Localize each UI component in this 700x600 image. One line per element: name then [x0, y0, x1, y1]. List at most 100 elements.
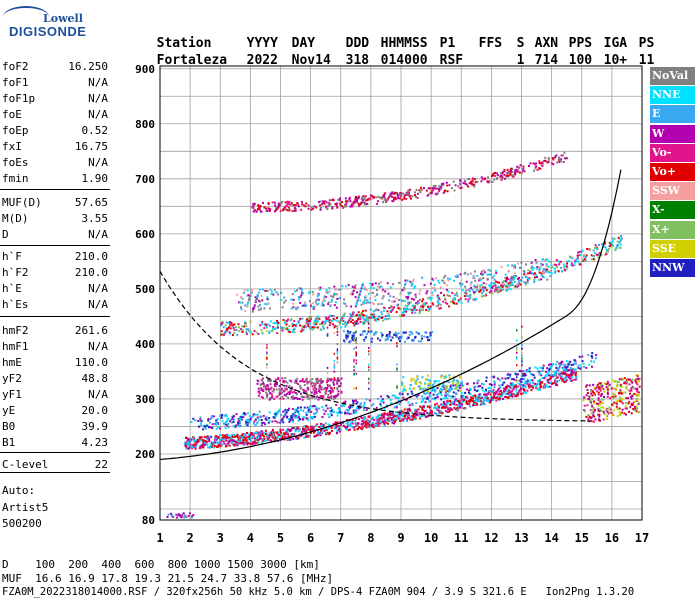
echo-point: [590, 409, 593, 412]
echo-point: [306, 428, 309, 431]
echo-point: [309, 320, 312, 323]
echo-point: [387, 417, 389, 420]
echo-point: [498, 395, 501, 398]
echo-point: [297, 205, 300, 208]
echo-point: [256, 379, 259, 382]
echo-point: [336, 388, 339, 391]
echo-point: [272, 322, 275, 325]
echo-point: [424, 382, 426, 385]
echo-point: [351, 418, 354, 421]
echo-point: [455, 399, 457, 402]
echo-point: [427, 297, 429, 300]
echo-point: [254, 442, 257, 445]
echo-point: [231, 441, 234, 444]
echo-point: [341, 316, 344, 319]
echo-point: [541, 377, 544, 379]
echo-point: [349, 340, 352, 343]
echo-point: [605, 414, 608, 417]
echo-point: [266, 375, 268, 378]
echo-point: [347, 421, 349, 424]
echo-point: [205, 441, 208, 443]
echo-point: [553, 372, 556, 375]
echo-point: [245, 332, 248, 335]
echo-point: [210, 436, 213, 438]
echo-point: [550, 375, 553, 378]
echo-point: [456, 400, 459, 402]
echo-point: [416, 303, 419, 306]
echo-point: [535, 261, 538, 264]
echo-point: [636, 407, 639, 410]
echo-point: [598, 252, 601, 255]
echo-point: [465, 280, 468, 283]
echo-point: [280, 299, 283, 302]
echo-point: [247, 437, 250, 440]
echo-point: [464, 182, 467, 185]
echo-point: [299, 392, 302, 395]
echo-point: [285, 384, 288, 387]
echo-point: [523, 382, 526, 385]
echo-point: [287, 318, 290, 321]
echo-point: [327, 385, 330, 387]
echo-point: [377, 414, 380, 417]
echo-point: [451, 380, 454, 383]
echo-point: [290, 307, 293, 310]
header-value-s: 1: [516, 53, 525, 68]
echo-point: [460, 405, 463, 408]
echo-point: [521, 347, 523, 350]
echo-point: [242, 439, 245, 442]
echo-point: [403, 195, 406, 198]
echo-point: [558, 263, 561, 266]
echo-point: [499, 386, 502, 389]
echo-point: [493, 386, 496, 389]
param-value: 16.75: [74, 140, 108, 153]
echo-point: [418, 189, 421, 192]
echo-point: [363, 288, 366, 290]
echo-point: [326, 326, 329, 329]
echo-point: [460, 284, 463, 287]
echo-point: [347, 284, 350, 286]
echo-point: [325, 428, 328, 431]
echo-point: [197, 440, 200, 443]
echo-point: [368, 350, 370, 353]
echo-point: [330, 387, 333, 390]
echo-point: [550, 266, 553, 269]
echo-point: [409, 418, 412, 421]
echo-point: [419, 388, 422, 391]
echo-point: [257, 333, 260, 335]
echo-point: [468, 391, 470, 394]
echo-point: [464, 397, 467, 400]
echo-point: [370, 418, 373, 421]
echo-point: [210, 416, 213, 419]
echo-point: [625, 386, 628, 389]
echo-point: [538, 160, 541, 163]
echo-point: [270, 290, 273, 293]
echo-point: [532, 381, 535, 384]
echo-point: [573, 261, 576, 264]
echo-point: [452, 382, 455, 385]
echo-point: [290, 433, 293, 436]
echo-point: [509, 173, 512, 176]
echo-point: [627, 397, 630, 400]
echo-point: [418, 298, 421, 301]
echo-point: [348, 319, 351, 322]
echo-point: [479, 290, 481, 293]
echo-point: [615, 405, 618, 408]
echo-point: [419, 417, 422, 420]
param-row: hmF1 N/A: [2, 340, 108, 356]
echo-point: [318, 390, 320, 392]
echo-point: [470, 281, 473, 284]
echo-point: [430, 412, 433, 415]
param-name: foEs: [2, 156, 29, 169]
echo-point: [457, 380, 460, 383]
echo-point: [244, 309, 247, 312]
echo-point: [377, 318, 380, 321]
echo-point: [385, 421, 388, 424]
echo-point: [480, 272, 483, 275]
echo-point: [521, 357, 523, 360]
echo-point: [343, 339, 345, 342]
echo-point: [327, 380, 329, 382]
echo-point: [227, 423, 230, 425]
echo-point: [500, 394, 503, 397]
echo-point: [465, 401, 468, 404]
echo-point: [424, 302, 427, 305]
